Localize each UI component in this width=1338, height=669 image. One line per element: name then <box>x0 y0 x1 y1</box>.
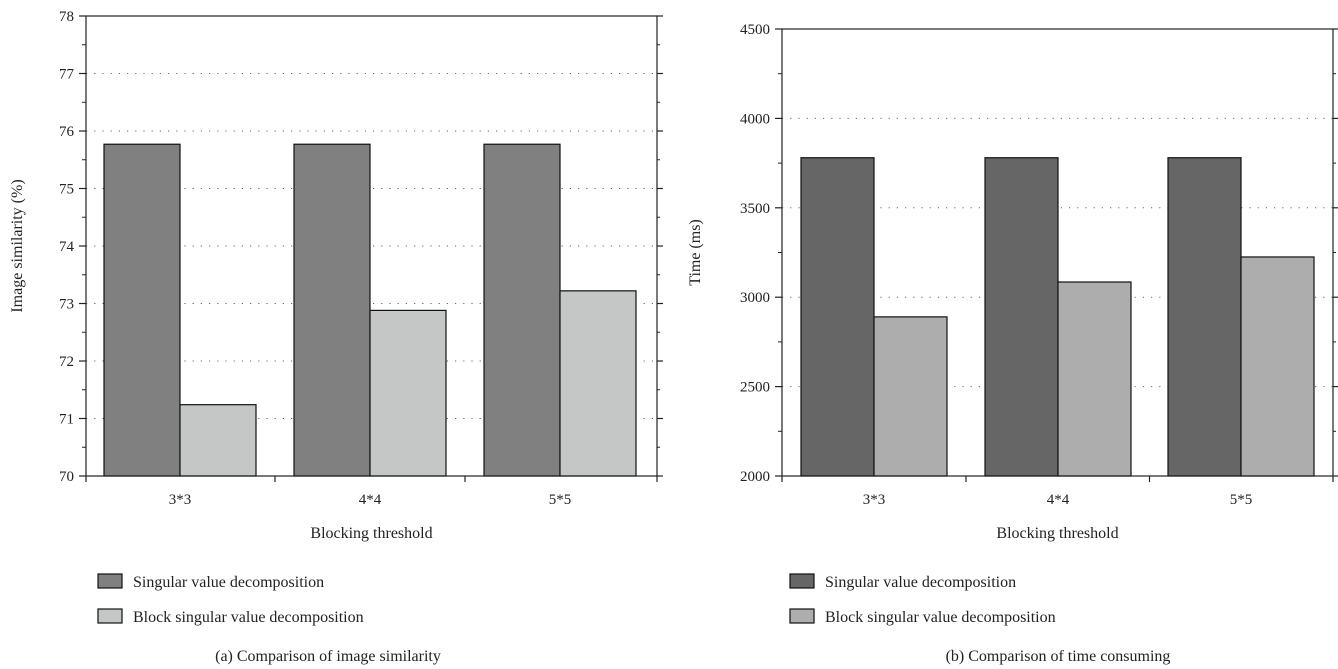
bar-svd-1 <box>984 157 1059 477</box>
bar-svd-2 <box>483 143 561 477</box>
y-tick-label: 2500 <box>740 380 770 396</box>
legend: Singular value decomposition Block singul… <box>789 573 1056 626</box>
x-tick-label: 5*5 <box>549 492 572 508</box>
y-tick-label: 71 <box>59 412 74 428</box>
bar-block-svd-0 <box>179 404 257 477</box>
bar-svd-0 <box>103 143 181 477</box>
panel-caption: (a) Comparison of image similarity <box>215 648 441 665</box>
panel-caption: (b) Comparison of time consuming <box>946 648 1171 665</box>
legend-swatch-block-svd <box>789 608 815 624</box>
bar-svd-0 <box>800 157 875 477</box>
y-tick-label: 72 <box>59 354 74 370</box>
y-tick-label: 4500 <box>740 22 770 38</box>
y-tick-label: 2000 <box>740 469 770 485</box>
bar-svd-2 <box>1167 157 1242 477</box>
legend-swatch-svd <box>789 573 815 589</box>
y-tick-label: 74 <box>59 239 75 255</box>
chart-panel-a: 70 71 72 73 74 75 76 77 78 3*3 4*4 5*5 Blocking thre… <box>9 9 663 665</box>
legend-label-block-svd: Block singular value decomposition <box>133 609 364 626</box>
legend-label-block-svd: Block singular value decomposition <box>825 609 1056 626</box>
y-axis-label: Image similarity (%) <box>9 179 26 312</box>
y-tick-label: 4000 <box>740 111 770 127</box>
y-tick-label: 77 <box>59 67 75 83</box>
y-tick-label: 75 <box>59 182 74 198</box>
x-axis-label: Blocking threshold <box>310 525 432 542</box>
bar-block-svd-0 <box>873 316 948 477</box>
bar-block-svd-2 <box>1240 256 1315 477</box>
legend-swatch-block-svd <box>97 608 123 624</box>
chart-panel-b: 2000 2500 3000 3500 4000 4500 3*3 4*4 5*5 Blockin… <box>687 22 1338 665</box>
y-axis-label: Time (ms) <box>687 219 704 286</box>
legend-swatch-svd <box>97 573 123 589</box>
legend-label-svd: Singular value decomposition <box>133 574 324 591</box>
bar-block-svd-1 <box>369 309 447 477</box>
x-tick-label: 3*3 <box>169 492 192 508</box>
x-tick-label: 3*3 <box>863 492 886 508</box>
bar-block-svd-2 <box>559 290 637 477</box>
y-tick-label: 76 <box>59 124 75 140</box>
y-tick-label: 3500 <box>740 201 770 217</box>
x-tick-label: 4*4 <box>1047 492 1070 508</box>
y-tick-label: 3000 <box>740 290 770 306</box>
y-tick-label: 78 <box>59 9 74 25</box>
legend-label-svd: Singular value decomposition <box>825 574 1016 591</box>
legend: Singular value decomposition Block singul… <box>97 573 364 626</box>
bar-block-svd-1 <box>1057 281 1132 477</box>
y-tick-label: 73 <box>59 297 74 313</box>
x-axis-label: Blocking threshold <box>996 525 1118 542</box>
x-tick-label: 4*4 <box>359 492 382 508</box>
bar-svd-1 <box>293 143 371 477</box>
x-tick-label: 5*5 <box>1230 492 1253 508</box>
y-tick-label: 70 <box>59 469 74 485</box>
